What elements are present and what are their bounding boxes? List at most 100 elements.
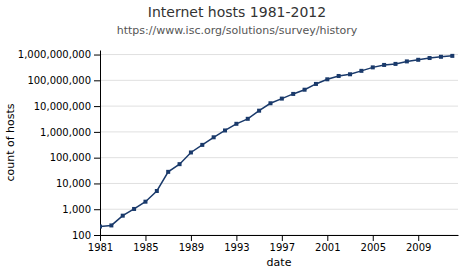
- y-tick: 10,000: [56, 178, 100, 189]
- marker: [257, 109, 261, 113]
- y-tick-label: 1,000,000,000: [18, 49, 91, 60]
- marker: [325, 77, 329, 81]
- x-tick: 1985: [133, 235, 158, 253]
- plot: 1981 1985 1989 1993 1997 2001 2005 2009 100 1,000…: [18, 49, 459, 253]
- x-tick-label: 1981: [88, 242, 113, 253]
- marker: [280, 97, 284, 101]
- grid-line: [100, 54, 458, 55]
- x-tick-label: 2005: [361, 242, 386, 253]
- x-tick-mark: [373, 235, 374, 241]
- marker: [303, 88, 307, 92]
- x-tick: 2001: [315, 235, 340, 253]
- marker: [382, 63, 386, 67]
- grid-line: [100, 235, 458, 236]
- axis-line: [101, 235, 459, 236]
- marker: [166, 170, 170, 174]
- marker: [268, 101, 272, 105]
- y-tick-label: 10,000,000: [34, 101, 91, 112]
- marker: [393, 62, 397, 66]
- grid-line: [100, 80, 458, 81]
- marker: [212, 135, 216, 139]
- x-tick: 1997: [270, 235, 295, 253]
- y-tick-label: 100,000: [50, 152, 91, 163]
- x-axis-label: date: [267, 256, 292, 269]
- marker: [121, 214, 125, 218]
- title: Internet hosts 1981-2012: [148, 4, 326, 20]
- marker: [234, 122, 238, 126]
- marker: [450, 54, 454, 58]
- y-tick: 1,000,000,000: [18, 49, 100, 60]
- x-tick-mark: [282, 235, 283, 241]
- y-tick: 1,000,000: [40, 127, 100, 138]
- y-tick-mark: [94, 183, 100, 184]
- marker: [132, 207, 136, 211]
- y-tick-mark: [94, 80, 100, 81]
- grid-line: [100, 131, 458, 132]
- x-tick-mark: [145, 235, 146, 241]
- y-axis: 100 1,000 10,000 100,000 1,000,000 10,000,000…: [18, 49, 101, 240]
- grid-line: [100, 106, 458, 107]
- x-tick-mark: [418, 235, 419, 241]
- y-tick-label: 10,000: [56, 178, 91, 189]
- y-tick-mark: [94, 158, 100, 159]
- marker: [428, 56, 432, 60]
- y-tick-mark: [94, 132, 100, 133]
- x-axis: 1981 1985 1989 1993 1997 2001 2005 2009: [88, 235, 459, 253]
- marker: [337, 74, 341, 78]
- y-tick: 10,000,000: [34, 101, 100, 112]
- marker: [100, 225, 102, 229]
- marker: [178, 162, 182, 166]
- y-tick-mark: [94, 209, 100, 210]
- y-tick-mark: [94, 235, 100, 236]
- x-tick: 2005: [361, 235, 386, 253]
- marker: [246, 117, 250, 121]
- x-tick-mark: [100, 235, 101, 241]
- x-tick-mark: [327, 235, 328, 241]
- series: [100, 54, 454, 229]
- marker: [291, 92, 295, 96]
- y-tick-mark: [94, 55, 100, 56]
- x-tick-label: 1997: [270, 242, 295, 253]
- x-tick: 1993: [224, 235, 249, 253]
- subtitle: https://www.isc.org/solutions/survey/his…: [117, 24, 358, 37]
- marker: [314, 82, 318, 86]
- x-tick-label: 1989: [179, 242, 204, 253]
- y-tick: 100: [72, 230, 100, 241]
- y-tick-label: 1,000,000: [40, 127, 91, 138]
- grid-line: [100, 157, 458, 158]
- y-tick: 100,000: [50, 152, 100, 163]
- marker: [348, 72, 352, 76]
- marker: [371, 65, 375, 69]
- axis-line: [100, 51, 101, 236]
- grid-line: [100, 183, 458, 184]
- y-tick-label: 1,000: [62, 204, 91, 215]
- x-tick-mark: [236, 235, 237, 241]
- x-tick: 1981: [88, 235, 113, 253]
- x-tick-label: 1985: [133, 242, 158, 253]
- x-tick-mark: [191, 235, 192, 241]
- marker: [155, 189, 159, 193]
- y-tick-mark: [94, 106, 100, 107]
- marker: [143, 200, 147, 204]
- marker: [189, 150, 193, 154]
- x-tick: 1989: [179, 235, 204, 253]
- x-tick-label: 2001: [315, 242, 340, 253]
- y-axis-label: count of hosts: [4, 103, 17, 181]
- marker: [416, 58, 420, 62]
- grid: [100, 55, 458, 235]
- marker: [439, 55, 443, 59]
- marker: [200, 143, 204, 147]
- y-tick: 100,000,000: [27, 75, 100, 86]
- x-tick: 2009: [406, 235, 431, 253]
- grid-line: [100, 209, 458, 210]
- x-tick-label: 1993: [224, 242, 249, 253]
- chart: Internet hosts 1981-2012 https://www.isc.…: [0, 0, 474, 271]
- x-tick-label: 2009: [406, 242, 431, 253]
- y-tick-label: 100,000,000: [27, 75, 91, 86]
- line: [100, 56, 452, 227]
- y-tick-label: 100: [72, 230, 91, 241]
- y-tick: 1,000: [62, 204, 100, 215]
- marker: [405, 59, 409, 63]
- marker: [109, 223, 113, 227]
- marker: [223, 128, 227, 132]
